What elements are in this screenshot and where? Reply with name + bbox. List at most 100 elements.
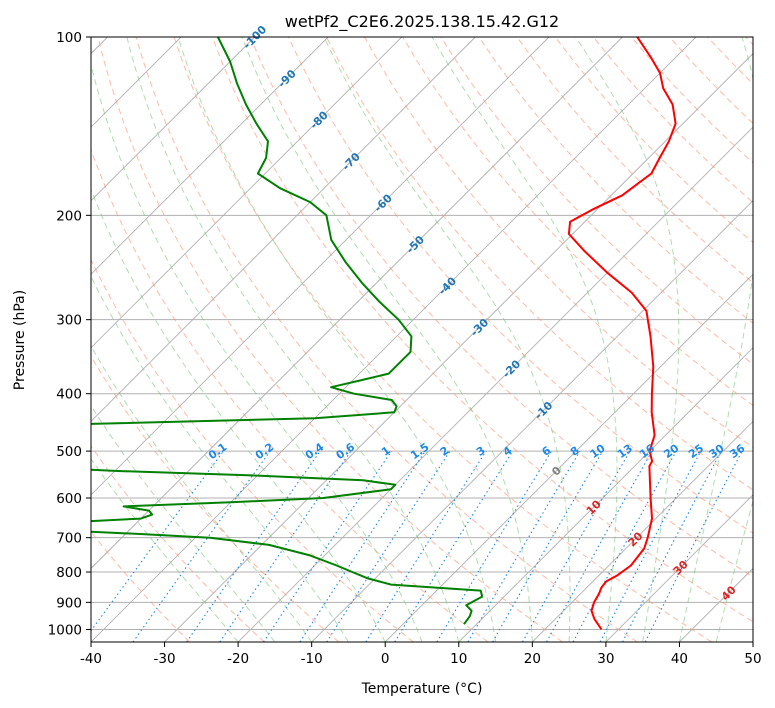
isotherm-line — [91, 37, 476, 422]
y-tick-label: 800 — [56, 565, 82, 581]
mixing-ratio-label: 20 — [661, 441, 681, 461]
mixing-ratio-line — [219, 450, 352, 642]
dry-adiabat — [91, 531, 191, 642]
isotherm-label: -20 — [500, 357, 523, 380]
isotherm-label: -10 — [532, 399, 555, 422]
isotherm-line — [91, 37, 403, 349]
mixing-ratio-line — [263, 450, 392, 642]
x-axis-label: Temperature (°C) — [361, 681, 483, 697]
y-tick-label: 700 — [56, 531, 82, 547]
dry-adiabat — [440, 37, 753, 365]
moist-adiabat — [241, 37, 533, 642]
isotherm-label: -80 — [308, 108, 331, 131]
moist-adiabat — [91, 404, 276, 642]
dry-adiabat — [592, 37, 753, 204]
mixing-ratio-label: 1.5 — [408, 440, 431, 462]
dry-adiabat — [516, 37, 753, 284]
isotherm-line — [458, 347, 753, 642]
moist-adiabat — [126, 37, 460, 642]
mixing-ratio-line — [132, 450, 271, 642]
x-tick-label: 10 — [450, 651, 467, 667]
moist-adiabat — [91, 345, 313, 642]
y-tick-label: 900 — [56, 595, 82, 611]
isotherm-label: -40 — [436, 274, 459, 297]
moist-adiabat — [431, 37, 618, 642]
y-axis-label: Pressure (hPa) — [12, 290, 28, 390]
moist-adiabat — [91, 275, 349, 642]
mixing-ratio-label: 0.2 — [253, 440, 276, 462]
isotherm-line — [605, 494, 753, 642]
dewpoint-line — [91, 37, 484, 625]
temperature-line — [567, 37, 677, 630]
isotherm-line — [91, 37, 329, 275]
isotherm-line — [532, 420, 753, 642]
moist-adiabat — [678, 37, 753, 642]
isotherm-label: -60 — [372, 191, 395, 214]
background-grid — [91, 37, 753, 642]
mixing-ratio-label: 0.4 — [303, 440, 327, 462]
dry-adiabat — [173, 37, 713, 642]
moist-adiabat — [91, 457, 239, 642]
mixing-ratio-line — [599, 450, 702, 642]
isotherm-line — [384, 273, 753, 642]
mixing-ratio-line — [365, 450, 487, 642]
dry-adiabat — [745, 37, 753, 46]
isotherm-line — [91, 37, 255, 202]
moist-adiabat — [715, 498, 753, 642]
mixing-ratio-line — [91, 450, 224, 632]
dry-adiabat — [91, 355, 340, 642]
isotherm-line — [91, 37, 697, 642]
chart-title: wetPf2_C2E6.2025.138.15.42.G12 — [285, 12, 559, 32]
mixing-ratio-label: 30 — [707, 441, 727, 461]
isotherm-label: -90 — [275, 67, 298, 90]
y-tick-label: 200 — [56, 208, 82, 224]
x-tick-label: -20 — [227, 651, 249, 667]
y-tick-label: 500 — [56, 444, 82, 460]
moist-adiabat — [91, 62, 423, 642]
dry-adiabat — [91, 258, 414, 642]
mixing-ratio-line — [186, 450, 321, 642]
isopleth-labels: 0.1 0.2 0.4 0.6 1 1.5 2 3 4 6 8 10 13 16 20 25 30 36-100-… — [206, 23, 748, 604]
moist-adiabat — [177, 37, 497, 642]
isotherm-line — [752, 641, 753, 642]
mixing-ratio-line — [467, 450, 581, 642]
isotherm-line — [91, 37, 550, 496]
x-tick-label: 20 — [524, 651, 541, 667]
y-tick-label: 300 — [56, 313, 82, 329]
x-tick-label: -10 — [301, 651, 323, 667]
isotherm-line — [311, 200, 753, 642]
mixing-ratio-line — [572, 450, 677, 642]
isotherm-line — [679, 567, 753, 642]
x-axis: -40 -30 -20 -10 0 10 20 30 40 50 — [80, 642, 762, 667]
dry-adiabat — [91, 148, 489, 642]
x-tick-label: 30 — [597, 651, 614, 667]
dry-adiabat — [91, 445, 265, 642]
profile-curves — [91, 37, 677, 630]
isotherm-label: 20 — [626, 529, 646, 549]
x-tick-label: -30 — [154, 651, 176, 667]
mixing-ratio-label: 0.6 — [334, 440, 358, 462]
dry-adiabat — [554, 37, 753, 244]
x-tick-label: 50 — [744, 651, 761, 667]
y-tick-label: 1000 — [48, 622, 82, 638]
moist-adiabat — [91, 188, 386, 642]
dry-adiabat — [249, 37, 753, 578]
y-axis: 100 200 300 400 500 600 700 800 900 1000 — [48, 30, 91, 638]
isotherm-label: 30 — [671, 558, 691, 578]
y-tick-label: 100 — [56, 30, 82, 46]
dry-adiabat — [478, 37, 753, 324]
isotherm-line — [164, 52, 753, 642]
isotherm-line — [237, 126, 753, 642]
dry-adiabat — [669, 37, 753, 125]
moist-adiabat — [323, 37, 571, 642]
dry-adiabat — [97, 37, 563, 642]
x-tick-label: 0 — [381, 651, 390, 667]
isotherm-label: 10 — [584, 497, 604, 517]
mixing-ratio-label: 16 — [637, 441, 657, 461]
moist-adiabat — [575, 37, 680, 642]
plot-frame — [90, 36, 754, 643]
isotherm-label: -70 — [340, 150, 363, 173]
isotherm-label: 0 — [549, 464, 564, 479]
mixing-ratio-label: 13 — [615, 442, 635, 461]
mixing-ratio-line — [299, 450, 426, 642]
